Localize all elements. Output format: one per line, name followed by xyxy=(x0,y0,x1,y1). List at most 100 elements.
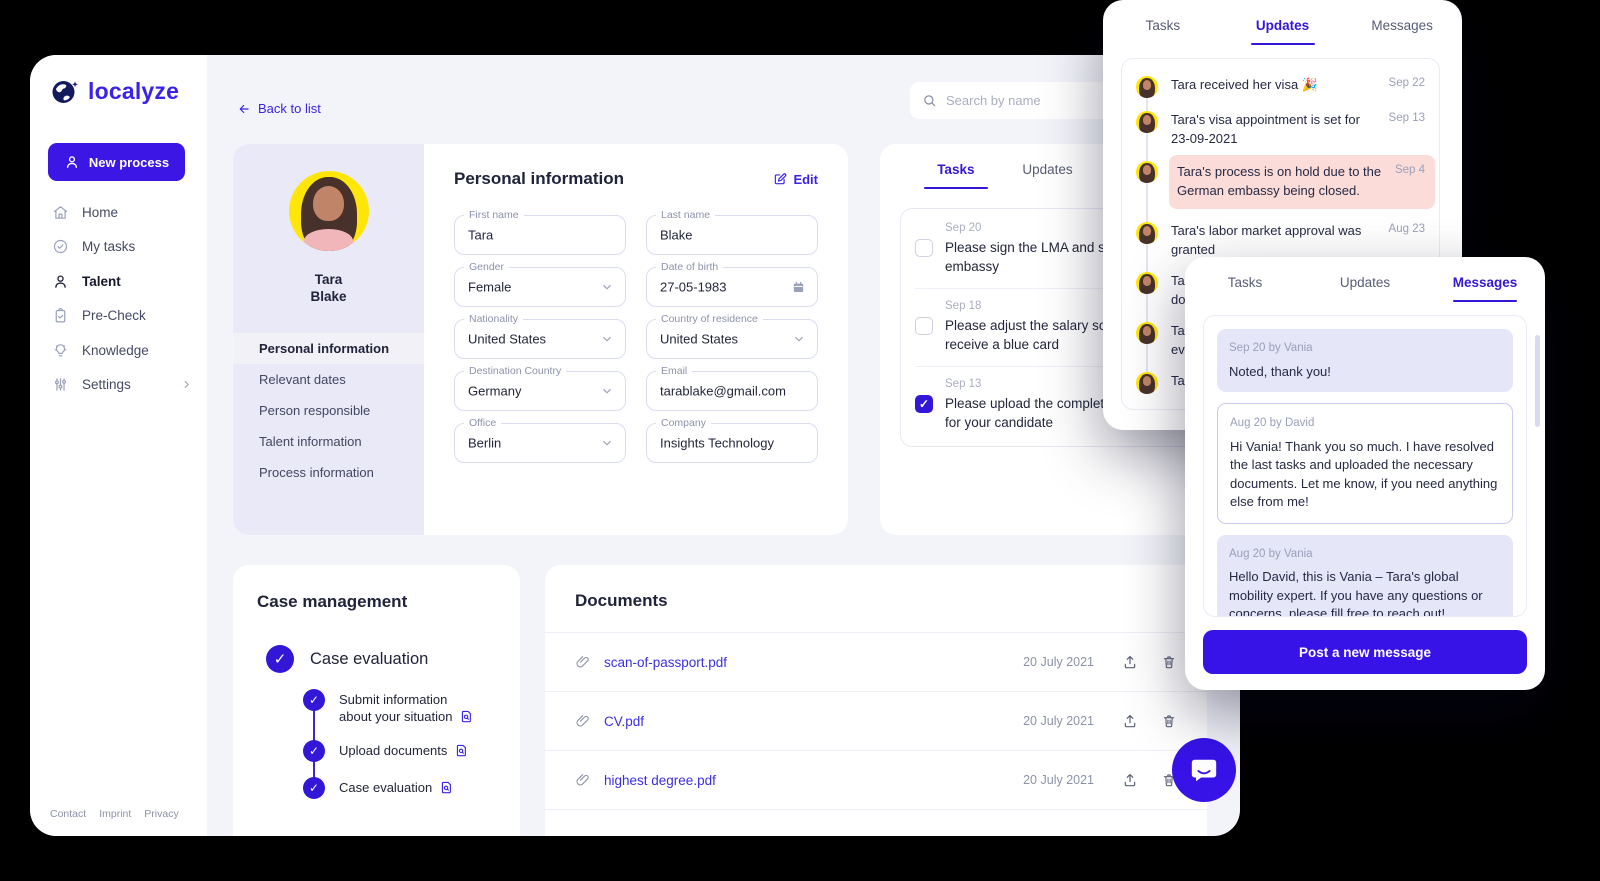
documents-title: Documents xyxy=(545,565,1207,633)
paperclip-icon xyxy=(576,715,589,727)
tab-updates[interactable]: Updates xyxy=(1339,274,1391,290)
sidebar-item-my-tasks[interactable]: My tasks xyxy=(30,230,207,265)
sidebar-item-settings[interactable]: Settings xyxy=(30,368,207,403)
new-process-label: New process xyxy=(88,154,170,170)
case-management-title: Case management xyxy=(257,592,408,611)
case-steps: ✓ Submit information about your situatio… xyxy=(303,689,496,799)
message-meta: Aug 20 by Vania xyxy=(1229,547,1313,560)
task-checkbox-checked[interactable]: ✓ xyxy=(915,395,933,413)
document-link[interactable]: CV.pdf xyxy=(604,713,645,729)
destination-country-select[interactable]: Destination Country Germany xyxy=(454,365,626,411)
sliders-icon xyxy=(55,378,66,392)
delete-icon[interactable] xyxy=(1161,654,1177,670)
document-preview-icon[interactable] xyxy=(454,743,469,758)
check-circle-icon: ✓ xyxy=(303,740,325,762)
upload-icon[interactable] xyxy=(1122,772,1138,788)
sidebar-item-talent[interactable]: Talent xyxy=(30,264,207,299)
avatar xyxy=(1136,222,1158,244)
check-circle-icon: ✓ xyxy=(303,777,325,799)
message-text: Hello David, this is Vania – Tara's glob… xyxy=(1229,569,1483,617)
sidebar: localyze New process Home My tasks Talen… xyxy=(30,55,207,836)
document-link[interactable]: scan-of-passport.pdf xyxy=(604,654,728,670)
nationality-select[interactable]: Nationality United States xyxy=(454,313,626,359)
message-list: Sep 20 by Vania Noted, thank you! Aug 20… xyxy=(1203,315,1527,617)
office-select[interactable]: Office Berlin xyxy=(454,417,626,463)
avatar xyxy=(1136,76,1158,98)
country-of-residence-select[interactable]: Country of residence United States xyxy=(646,313,818,359)
person-icon xyxy=(55,275,66,288)
document-date: 20 July 2021 xyxy=(1023,773,1094,787)
sidebar-item-home[interactable]: Home xyxy=(30,195,207,230)
sidebar-item-knowledge[interactable]: Knowledge xyxy=(30,333,207,368)
tab-tasks[interactable]: Tasks xyxy=(910,144,1002,194)
menu-item-process-information[interactable]: Process information xyxy=(259,465,374,480)
update-item: Tara received her visa 🎉 Sep 22 xyxy=(1136,76,1435,98)
upload-icon[interactable] xyxy=(1122,654,1138,670)
document-preview-icon[interactable] xyxy=(439,780,454,795)
email-field[interactable]: Email tarablake@gmail.com xyxy=(646,365,818,411)
section-title: Personal information xyxy=(454,169,625,188)
date-of-birth-field[interactable]: Date of birth 27-05-1983 xyxy=(646,261,818,307)
chevron-down-icon xyxy=(792,332,806,346)
menu-item-relevant-dates[interactable]: Relevant dates xyxy=(259,372,346,387)
avatar xyxy=(1136,372,1158,394)
delete-icon[interactable] xyxy=(1161,772,1177,788)
menu-item-person-responsible[interactable]: Person responsible xyxy=(259,403,371,418)
imprint-link[interactable]: Imprint xyxy=(99,808,132,820)
menu-item-personal-information[interactable]: Personal information xyxy=(233,333,424,364)
calendar-icon[interactable] xyxy=(791,280,806,295)
edit-button[interactable]: Edit xyxy=(773,172,818,187)
paperclip-icon xyxy=(576,774,589,786)
chevron-right-icon xyxy=(180,378,193,391)
privacy-link[interactable]: Privacy xyxy=(144,808,179,820)
update-date: Sep 4 xyxy=(1394,164,1425,176)
check-circle-icon: ✓ xyxy=(266,645,294,673)
new-process-button[interactable]: New process xyxy=(48,143,185,181)
messages-overlay: Tasks Updates Messages Sep 20 by Vania N… xyxy=(1185,257,1545,690)
profile-menu: Personal information Relevant dates Pers… xyxy=(233,333,424,488)
upload-icon[interactable] xyxy=(1122,713,1138,729)
post-message-button[interactable]: Post a new message xyxy=(1203,630,1527,674)
search-input[interactable] xyxy=(946,93,1133,108)
document-link[interactable]: highest degree.pdf xyxy=(604,772,716,788)
last-name-field[interactable]: Last name Blake xyxy=(646,209,818,255)
avatar xyxy=(1136,111,1158,133)
sidebar-item-pre-check[interactable]: Pre-Check xyxy=(30,299,207,334)
contact-link[interactable]: Contact xyxy=(50,808,87,820)
tab-tasks[interactable]: Tasks xyxy=(1227,274,1263,290)
avatar xyxy=(1136,161,1158,183)
menu-item-talent-information[interactable]: Talent information xyxy=(259,434,362,449)
profile-panel: Tara Blake Personal information Relevant… xyxy=(233,144,424,535)
tab-messages[interactable]: Messages xyxy=(1371,17,1433,33)
lightbulb-icon xyxy=(54,343,67,357)
delete-icon[interactable] xyxy=(1161,713,1177,729)
document-preview-icon[interactable] xyxy=(459,709,474,724)
update-date: Aug 23 xyxy=(1388,223,1425,235)
chevron-down-icon xyxy=(600,384,614,398)
brand-logo[interactable]: localyze xyxy=(50,77,179,106)
update-date: Sep 13 xyxy=(1388,112,1425,124)
personal-information-form: Personal information Edit First name Tar… xyxy=(424,144,848,535)
step-case-evaluation: ✓ Case evaluation xyxy=(303,777,496,799)
back-to-list-link[interactable]: Back to list xyxy=(237,101,321,116)
tab-updates[interactable]: Updates xyxy=(1223,0,1343,50)
chat-launcher-button[interactable] xyxy=(1172,738,1236,802)
company-field[interactable]: Company Insights Technology xyxy=(646,417,818,463)
update-date: Sep 22 xyxy=(1388,77,1425,89)
check-circle-icon: ✓ xyxy=(303,689,325,711)
tab-tasks[interactable]: Tasks xyxy=(1145,17,1181,33)
chevron-down-icon xyxy=(600,436,614,450)
gender-select[interactable]: Gender Female xyxy=(454,261,626,307)
first-name-field[interactable]: First name Tara xyxy=(454,209,626,255)
tab-updates[interactable]: Updates xyxy=(1022,161,1073,177)
arrow-left-icon xyxy=(239,104,249,113)
chevron-down-icon xyxy=(600,280,614,294)
scrollbar-thumb[interactable] xyxy=(1535,335,1540,427)
message-text: Noted, thank you! xyxy=(1229,363,1331,379)
task-checkbox[interactable] xyxy=(915,317,933,335)
edit-icon xyxy=(775,173,787,185)
person-icon xyxy=(64,154,80,170)
tab-messages[interactable]: Messages xyxy=(1425,257,1545,307)
updates-overlay-tabs: Tasks Updates Messages xyxy=(1103,0,1462,50)
task-checkbox[interactable] xyxy=(915,239,933,257)
